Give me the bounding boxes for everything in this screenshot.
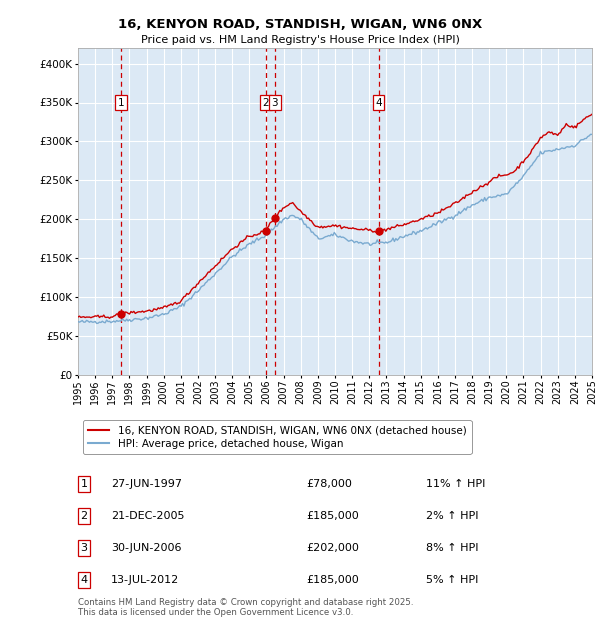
Text: £185,000: £185,000 [306, 511, 359, 521]
Text: 4: 4 [80, 575, 88, 585]
Text: 30-JUN-2006: 30-JUN-2006 [111, 543, 182, 553]
Text: 11% ↑ HPI: 11% ↑ HPI [426, 479, 485, 489]
Text: 1: 1 [118, 97, 124, 107]
Text: 2: 2 [80, 511, 88, 521]
Text: £185,000: £185,000 [306, 575, 359, 585]
Text: £78,000: £78,000 [306, 479, 352, 489]
Legend: 16, KENYON ROAD, STANDISH, WIGAN, WN6 0NX (detached house), HPI: Average price, : 16, KENYON ROAD, STANDISH, WIGAN, WN6 0N… [83, 420, 472, 454]
Text: 1: 1 [80, 479, 88, 489]
Text: 4: 4 [375, 97, 382, 107]
Text: Contains HM Land Registry data © Crown copyright and database right 2025.
This d: Contains HM Land Registry data © Crown c… [78, 598, 413, 618]
Text: 3: 3 [272, 97, 278, 107]
Text: £202,000: £202,000 [306, 543, 359, 553]
Text: 2% ↑ HPI: 2% ↑ HPI [426, 511, 479, 521]
Text: 27-JUN-1997: 27-JUN-1997 [111, 479, 182, 489]
Text: 3: 3 [80, 543, 88, 553]
Text: 16, KENYON ROAD, STANDISH, WIGAN, WN6 0NX: 16, KENYON ROAD, STANDISH, WIGAN, WN6 0N… [118, 18, 482, 31]
Text: 5% ↑ HPI: 5% ↑ HPI [426, 575, 478, 585]
Text: 8% ↑ HPI: 8% ↑ HPI [426, 543, 479, 553]
Text: 21-DEC-2005: 21-DEC-2005 [111, 511, 185, 521]
Text: 2: 2 [263, 97, 269, 107]
Text: Price paid vs. HM Land Registry's House Price Index (HPI): Price paid vs. HM Land Registry's House … [140, 35, 460, 45]
Text: 13-JUL-2012: 13-JUL-2012 [111, 575, 179, 585]
